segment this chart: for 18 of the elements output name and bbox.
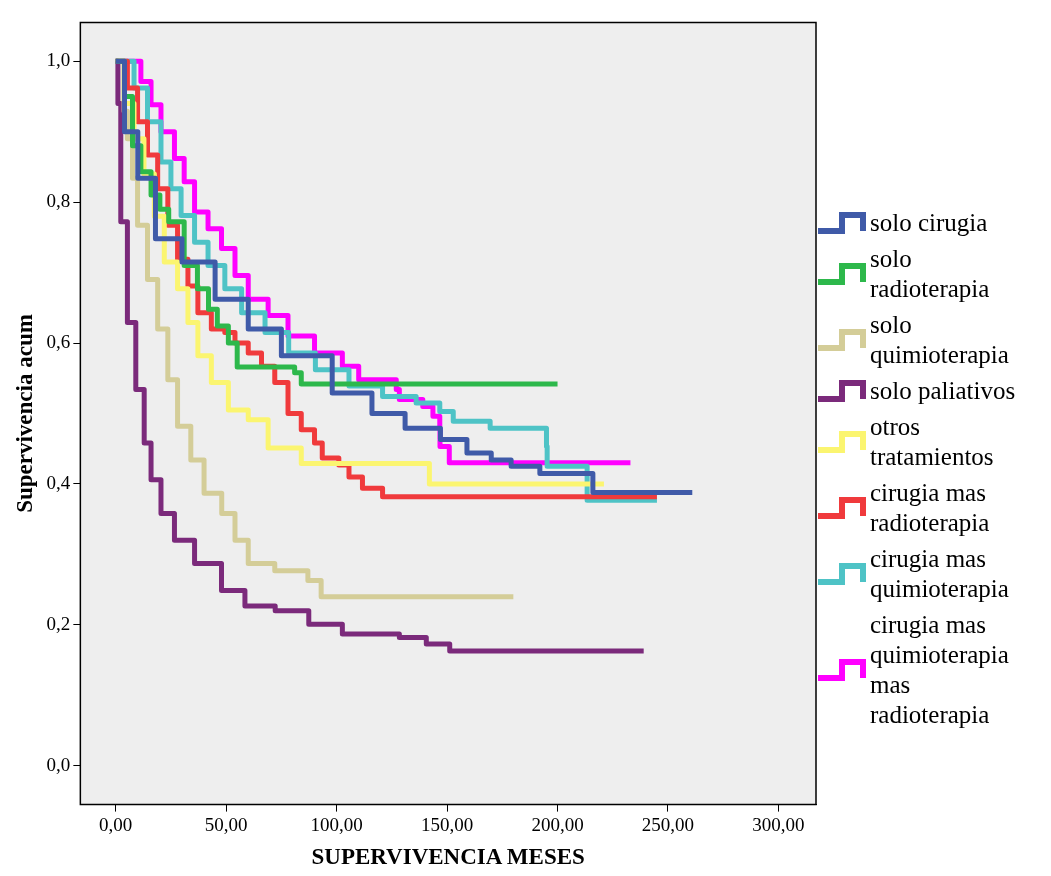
legend-label: cirugia mas quimioterapia mas radioterapia	[870, 610, 1010, 730]
x-tick-label: 100,00	[310, 813, 363, 835]
y-tick-label: 0,0	[46, 753, 71, 775]
legend-label: solo paliativos	[870, 376, 1016, 406]
y-tick-label: 1,0	[46, 49, 71, 71]
x-tick-label: 250,00	[641, 813, 695, 835]
legend-label: solo cirugia	[870, 208, 988, 238]
x-tick-label: 50,00	[204, 813, 248, 835]
x-tick-label: 0,00	[99, 813, 133, 835]
x-tick-label: 300,00	[752, 813, 805, 835]
y-tick-label: 0,2	[46, 612, 71, 634]
x-tick-label: 150,00	[420, 813, 474, 835]
y-tick-label: 0,8	[46, 190, 71, 212]
y-axis-title: Supervivencia acum	[11, 314, 37, 513]
y-tick-label: 0,4	[46, 471, 71, 493]
y-tick-label: 0,6	[46, 331, 71, 353]
x-axis-title: SUPERVIVENCIA MESES	[311, 844, 585, 870]
x-tick-label: 200,00	[531, 813, 584, 835]
